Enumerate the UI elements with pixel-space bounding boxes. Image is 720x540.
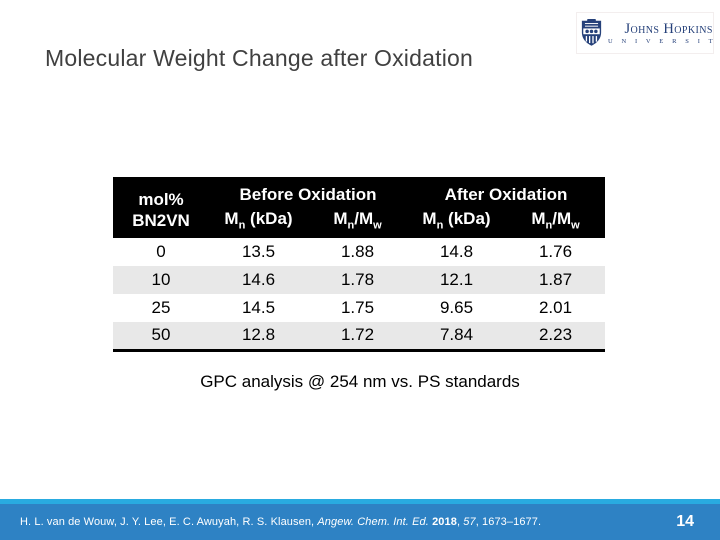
header-bn2vn: BN2VN [132, 211, 190, 230]
page-title: Molecular Weight Change after Oxidation [45, 45, 473, 71]
header-before-oxidation: Before Oxidation [209, 177, 407, 208]
header-before-mn-mw: Mn/Mw [308, 208, 407, 238]
cell-before-ratio: 1.72 [308, 322, 407, 350]
cell-before-mn: 14.5 [209, 294, 308, 322]
cell-before-ratio: 1.88 [308, 238, 407, 266]
cell-mol-pct: 0 [113, 238, 209, 266]
cell-after-mn: 9.65 [407, 294, 506, 322]
cell-after-ratio: 1.76 [506, 238, 606, 266]
header-mol-pct: mol% [138, 190, 184, 209]
citation-year: 2018 [432, 516, 457, 528]
cell-before-mn: 14.6 [209, 266, 308, 294]
cell-mol-pct: 10 [113, 266, 209, 294]
header-after-oxidation: After Oxidation [407, 177, 606, 208]
cell-after-mn: 7.84 [407, 322, 506, 350]
cell-before-mn: 12.8 [209, 322, 308, 350]
cell-after-ratio: 2.23 [506, 322, 606, 350]
jhu-shield-icon [581, 19, 602, 46]
table-row: 10 14.6 1.78 12.1 1.87 [113, 266, 606, 294]
footer-bar: H. L. van de Wouw, J. Y. Lee, E. C. Awuy… [0, 504, 720, 540]
cell-before-mn: 13.5 [209, 238, 308, 266]
header-after-mn-kda: Mn (kDa) [407, 208, 506, 238]
citation-pages: , 1673–1677. [475, 516, 542, 528]
cell-after-mn: 14.8 [407, 238, 506, 266]
table-row: 25 14.5 1.75 9.65 2.01 [113, 294, 606, 322]
jhu-logo-text: Johns Hopkins U N I V E R S I T Y [608, 20, 720, 45]
jhu-logo-university: U N I V E R S I T Y [608, 37, 720, 45]
table-row: 0 13.5 1.88 14.8 1.76 [113, 238, 606, 266]
citation-authors: H. L. van de Wouw, J. Y. Lee, E. C. Awuy… [20, 516, 318, 528]
cell-after-ratio: 1.87 [506, 266, 606, 294]
molecular-weight-table: mol% BN2VN Before Oxidation After Oxidat… [113, 177, 606, 352]
table-header: mol% BN2VN Before Oxidation After Oxidat… [113, 177, 606, 238]
footer-accent-strip [0, 499, 720, 504]
header-after-mn-mw: Mn/Mw [506, 208, 606, 238]
page-number: 14 [676, 513, 694, 530]
jhu-logo: Johns Hopkins U N I V E R S I T Y [576, 12, 720, 54]
cell-after-ratio: 2.01 [506, 294, 606, 322]
citation-separator: , [456, 516, 464, 528]
cell-before-ratio: 1.75 [308, 294, 407, 322]
gpc-caption: GPC analysis @ 254 nm vs. PS standards [200, 372, 520, 391]
cell-before-ratio: 1.78 [308, 266, 407, 294]
cell-mol-pct: 50 [113, 322, 209, 350]
header-mol-pct-bn2vn: mol% BN2VN [113, 177, 209, 238]
jhu-logo-name: Johns Hopkins [624, 20, 713, 37]
citation: H. L. van de Wouw, J. Y. Lee, E. C. Awuy… [20, 516, 541, 528]
header-before-mn-kda: Mn (kDa) [209, 208, 308, 238]
cell-after-mn: 12.1 [407, 266, 506, 294]
citation-volume: 57 [463, 516, 476, 528]
cell-mol-pct: 25 [113, 294, 209, 322]
citation-journal: Angew. Chem. Int. Ed. [317, 516, 433, 528]
table-row: 50 12.8 1.72 7.84 2.23 [113, 322, 606, 350]
